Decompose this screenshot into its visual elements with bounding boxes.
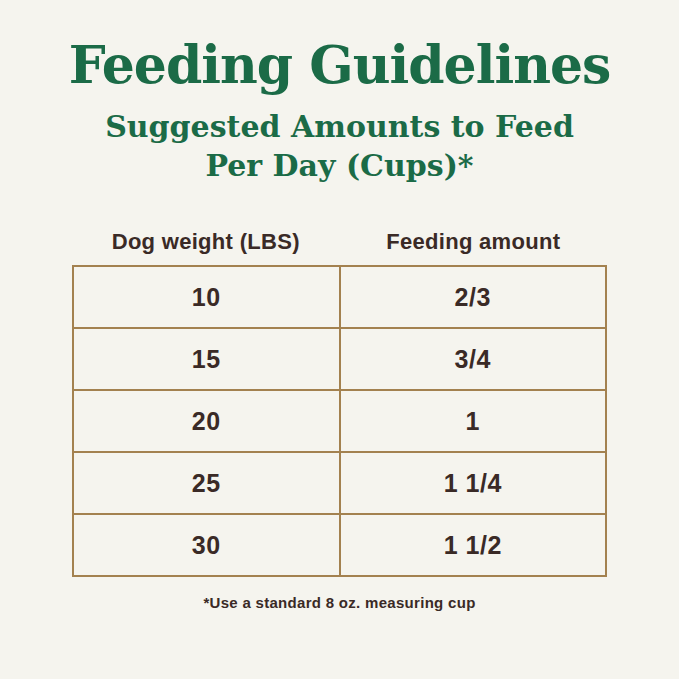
dog-weight-cell: 25 — [74, 453, 341, 513]
feeding-amount-cell: 2/3 — [341, 267, 606, 327]
measuring-cup-footnote: *Use a standard 8 oz. measuring cup — [0, 594, 679, 611]
subtitle-line-1: Suggested Amounts to Feed — [0, 108, 679, 146]
dog-weight-cell: 20 — [74, 391, 341, 451]
table-row: 30 1 1/2 — [74, 513, 605, 575]
table-row: 20 1 — [74, 389, 605, 451]
feeding-amount-cell: 1 1/4 — [341, 453, 606, 513]
column-header-feeding-amount: Feeding amount — [340, 229, 608, 255]
dog-weight-cell: 10 — [74, 267, 341, 327]
table-row: 10 2/3 — [74, 267, 605, 327]
feeding-amount-cell: 1 1/2 — [341, 515, 606, 575]
page-subtitle: Suggested Amounts to Feed Per Day (Cups)… — [0, 108, 679, 185]
page-title: Feeding Guidelines — [0, 0, 679, 96]
dog-weight-cell: 30 — [74, 515, 341, 575]
feeding-amount-cell: 3/4 — [341, 329, 606, 389]
dog-weight-cell: 15 — [74, 329, 341, 389]
table-row: 25 1 1/4 — [74, 451, 605, 513]
subtitle-line-2: Per Day (Cups)* — [0, 147, 679, 185]
feeding-table: 10 2/3 15 3/4 20 1 25 1 1/4 30 1 1/2 — [72, 265, 607, 577]
feeding-amount-cell: 1 — [341, 391, 606, 451]
feeding-guidelines-card: Feeding Guidelines Suggested Amounts to … — [0, 0, 679, 679]
table-row: 15 3/4 — [74, 327, 605, 389]
table-column-headers: Dog weight (LBS) Feeding amount — [72, 229, 607, 255]
column-header-dog-weight: Dog weight (LBS) — [72, 229, 340, 255]
